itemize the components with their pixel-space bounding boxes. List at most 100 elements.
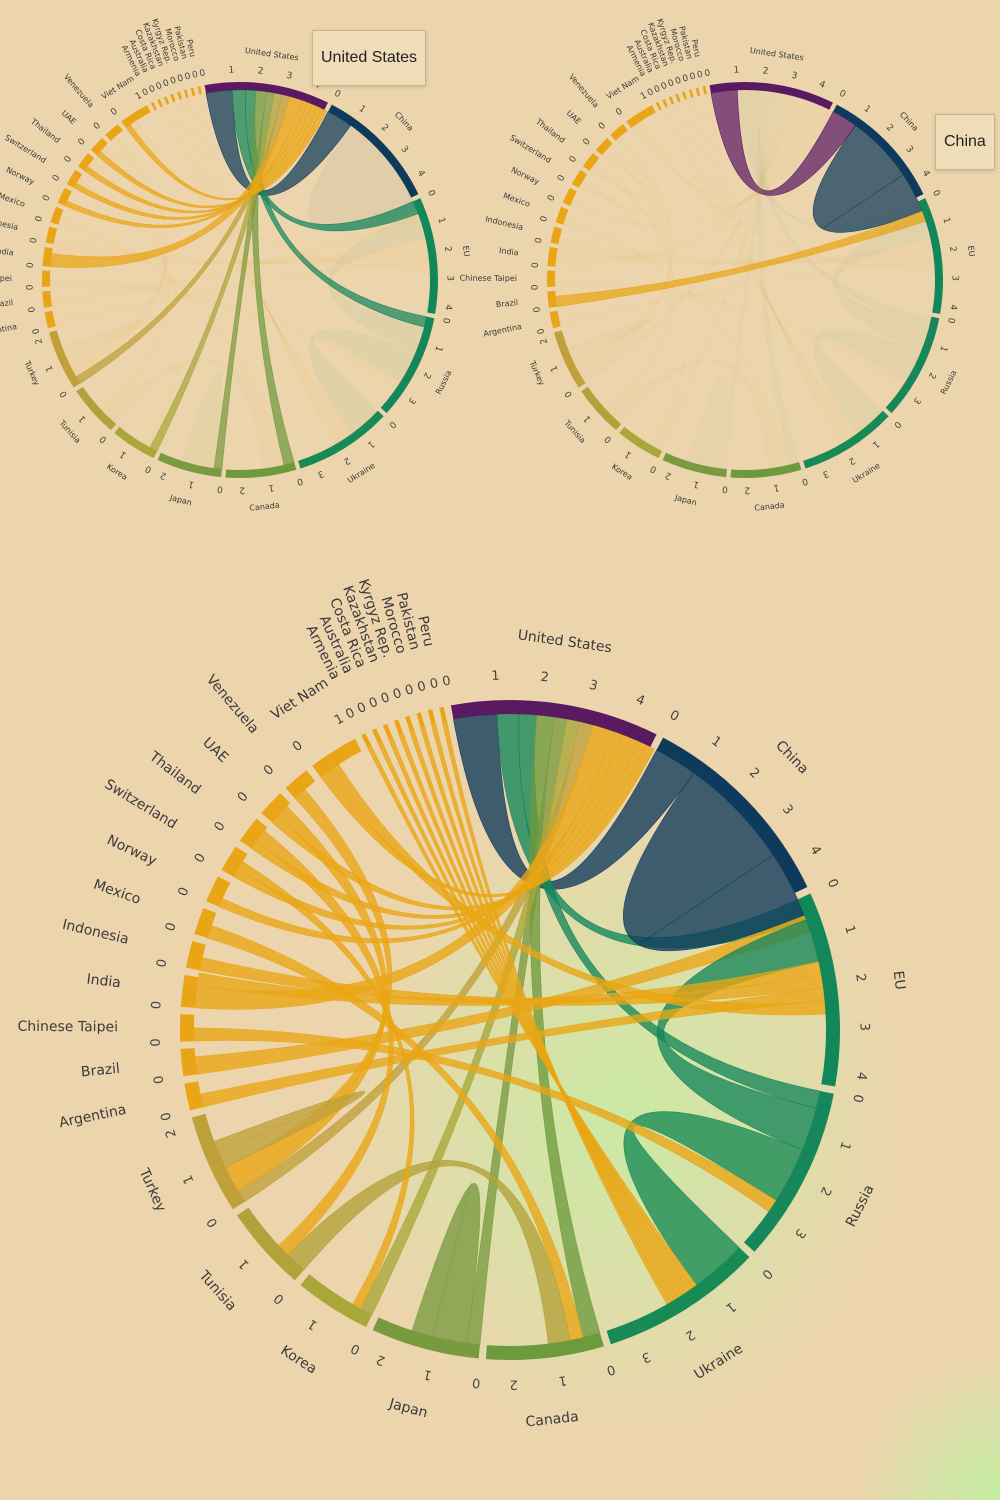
chord-united-states-japan[interactable]	[719, 91, 780, 470]
group-arc-brazil[interactable]	[180, 1048, 198, 1077]
group-arc-indonesia[interactable]	[185, 940, 206, 971]
chord-eu-indonesia[interactable]	[199, 957, 824, 1006]
chord-united-states-china[interactable]	[453, 713, 695, 890]
group-arc-united-states[interactable]	[204, 82, 328, 110]
group-arc-venezuela[interactable]	[105, 124, 123, 141]
group-arc-india[interactable]	[547, 246, 558, 267]
chord-canada-tunisia[interactable]	[287, 1160, 571, 1345]
group-arc-australia[interactable]	[157, 99, 163, 108]
group-arc-argentina[interactable]	[184, 1081, 204, 1111]
chord-tunisia-thailand[interactable]	[592, 160, 675, 416]
group-arc-tunisia[interactable]	[76, 386, 117, 431]
group-arc-ukraine[interactable]	[298, 410, 384, 469]
group-arc-thailand[interactable]	[77, 153, 95, 171]
group-arc-norway[interactable]	[562, 187, 577, 206]
chord-tunisia-thailand[interactable]	[87, 160, 170, 416]
group-arc-kazakhstan[interactable]	[675, 93, 681, 103]
group-arc-brazil[interactable]	[547, 290, 557, 308]
group-arc-norway[interactable]	[206, 876, 231, 907]
chord-japan-japan[interactable]	[411, 1183, 481, 1344]
group-arc-kyrgyz-rep[interactable]	[177, 91, 183, 100]
group-arc-pakistan[interactable]	[695, 87, 701, 96]
group-arc-china[interactable]	[833, 104, 924, 198]
chord-eu-indonesia[interactable]	[558, 236, 934, 266]
group-arc-kazakhstan[interactable]	[393, 719, 403, 735]
group-arc-uae[interactable]	[261, 793, 291, 823]
group-arc-costa-rica[interactable]	[668, 96, 675, 105]
chord-united-states-china[interactable]	[710, 89, 857, 196]
group-arc-china[interactable]	[328, 104, 419, 198]
chord-turkey-venezuela[interactable]	[68, 135, 169, 370]
group-arc-russia[interactable]	[743, 1090, 834, 1252]
chord-china-china[interactable]	[308, 125, 418, 233]
group-arc-morocco[interactable]	[688, 89, 694, 98]
group-arc-kyrgyz-rep[interactable]	[682, 91, 688, 100]
chord-eu-argentina[interactable]	[558, 254, 935, 327]
group-arc-peru[interactable]	[702, 86, 707, 95]
group-arc-korea[interactable]	[619, 426, 663, 459]
chord-eu-argentina[interactable]	[53, 254, 430, 327]
group-arc-venezuela[interactable]	[285, 770, 316, 799]
group-arc-brazil[interactable]	[42, 290, 52, 308]
group-arc-peru[interactable]	[197, 86, 202, 95]
group-arc-japan[interactable]	[157, 452, 222, 478]
chord-united-states-norway[interactable]	[570, 100, 813, 228]
chord-united-states-india[interactable]	[555, 96, 808, 268]
group-arc-australia[interactable]	[662, 99, 668, 108]
group-arc-mexico[interactable]	[194, 907, 217, 939]
group-arc-canada[interactable]	[225, 462, 297, 478]
group-arc-kazakhstan[interactable]	[170, 93, 176, 103]
group-arc-russia[interactable]	[380, 316, 435, 414]
chord-united-states-switzerland[interactable]	[578, 102, 818, 220]
group-arc-korea[interactable]	[114, 426, 158, 459]
group-arc-ukraine[interactable]	[803, 410, 889, 469]
chord-canada-mexico[interactable]	[207, 925, 584, 1341]
group-arc-switzerland[interactable]	[221, 846, 248, 877]
group-arc-tunisia[interactable]	[581, 386, 622, 431]
chord-china-brazil[interactable]	[194, 915, 811, 1075]
chord-united-states-korea[interactable]	[655, 93, 788, 451]
group-arc-eu[interactable]	[797, 893, 840, 1087]
group-arc-chinese-taipei[interactable]	[547, 270, 556, 287]
group-arc-indonesia[interactable]	[550, 226, 563, 245]
group-arc-japan[interactable]	[662, 452, 727, 478]
group-arc-armenia[interactable]	[655, 102, 662, 111]
group-arc-argentina[interactable]	[44, 310, 56, 329]
group-arc-viet-nam[interactable]	[626, 105, 656, 128]
group-arc-canada[interactable]	[730, 462, 802, 478]
chord-tunisia-thailand[interactable]	[256, 830, 394, 1256]
group-arc-india[interactable]	[180, 974, 199, 1008]
group-arc-pakistan[interactable]	[427, 709, 436, 724]
chord-turkey-uae[interactable]	[72, 145, 167, 377]
group-arc-switzerland[interactable]	[66, 169, 83, 188]
chord-eu-russia[interactable]	[328, 213, 426, 353]
chord-united-states-viet-nam[interactable]	[631, 108, 832, 200]
chord-eu-indonesia[interactable]	[53, 236, 429, 266]
group-arc-australia[interactable]	[372, 728, 382, 743]
group-arc-venezuela[interactable]	[610, 124, 628, 141]
chord-turkey-uae[interactable]	[577, 145, 672, 377]
chord-eu-russia[interactable]	[833, 213, 931, 353]
group-arc-pakistan[interactable]	[190, 87, 196, 96]
chord-japan-japan[interactable]	[686, 372, 727, 469]
group-arc-tunisia[interactable]	[236, 1207, 305, 1281]
group-arc-eu[interactable]	[412, 198, 438, 314]
chord-eu-india[interactable]	[556, 239, 933, 266]
group-arc-mexico[interactable]	[555, 206, 569, 225]
group-arc-india[interactable]	[42, 246, 53, 267]
chord-russia-ukraine[interactable]	[813, 329, 921, 434]
chord-canada-tunisia[interactable]	[106, 358, 277, 469]
group-arc-ukraine[interactable]	[606, 1247, 750, 1345]
group-arc-japan[interactable]	[372, 1317, 480, 1359]
group-arc-turkey[interactable]	[554, 330, 586, 388]
group-arc-morocco[interactable]	[183, 89, 189, 98]
group-arc-thailand[interactable]	[239, 818, 268, 849]
chord-japan-japan[interactable]	[181, 372, 222, 469]
group-arc-chinese-taipei[interactable]	[180, 1014, 195, 1042]
chord-united-states-canada[interactable]	[756, 90, 800, 465]
group-arc-uae[interactable]	[90, 137, 108, 156]
group-arc-viet-nam[interactable]	[312, 738, 362, 778]
chord-turkey-turkey[interactable]	[62, 316, 153, 363]
group-arc-turkey[interactable]	[49, 330, 81, 388]
group-arc-argentina[interactable]	[549, 310, 561, 329]
